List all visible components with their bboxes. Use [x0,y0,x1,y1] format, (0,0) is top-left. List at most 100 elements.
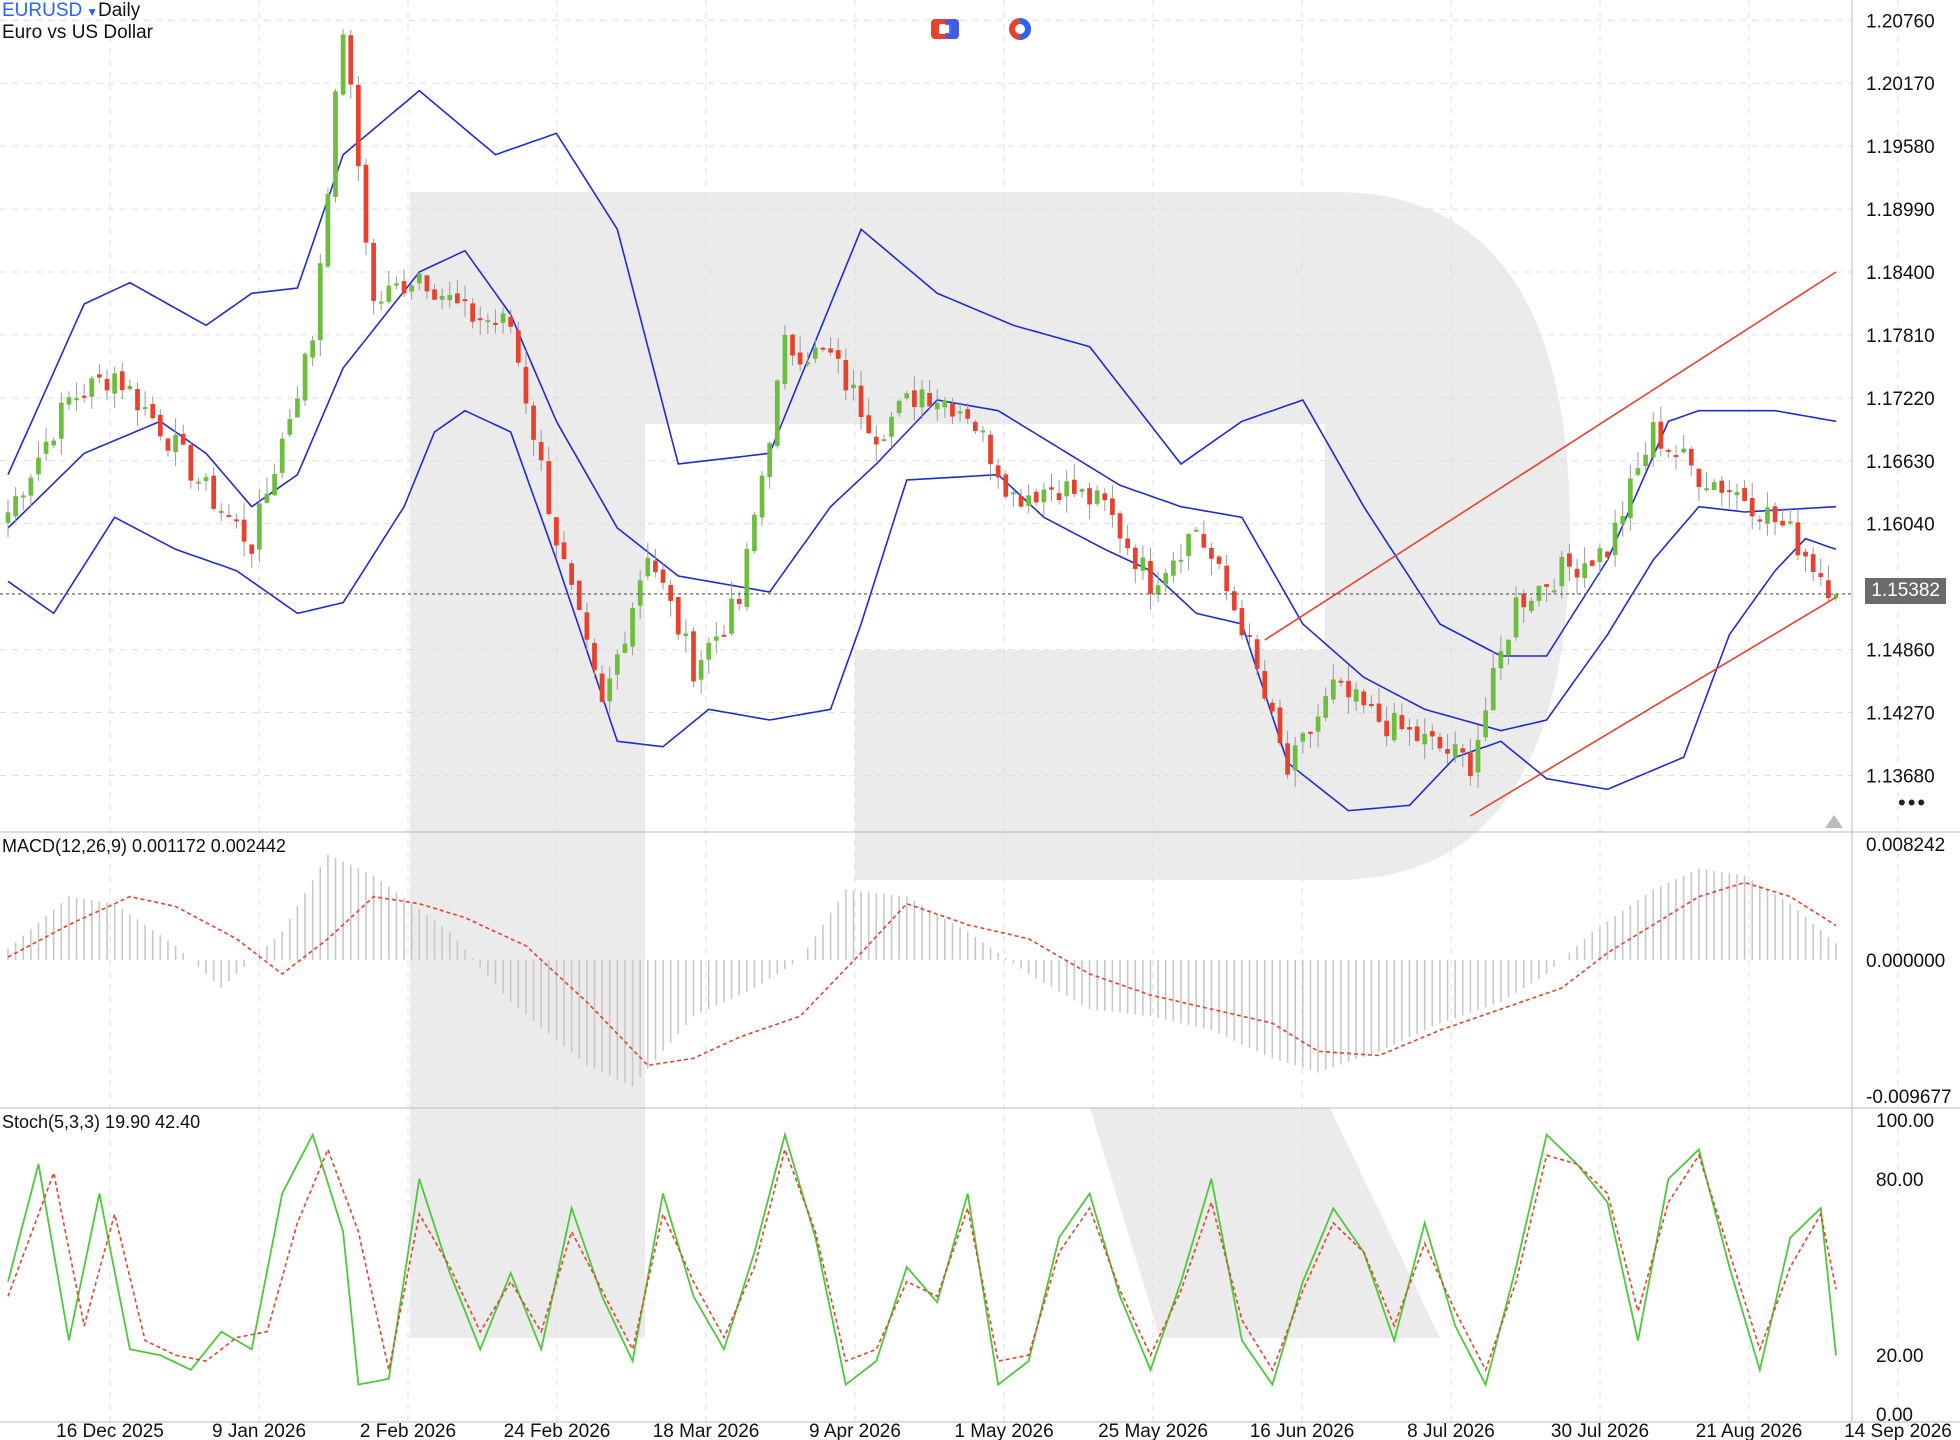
candle [462,285,468,317]
candle-body [1117,513,1123,539]
candle-body [249,544,255,554]
candle-body [493,322,498,325]
candle [912,376,917,421]
candle-body [226,515,232,518]
candle-body [912,390,917,408]
candle-body [645,557,651,577]
more-options-icon[interactable]: ••• [1898,790,1928,815]
trend-channel[interactable] [1264,271,1837,817]
candle-body [180,433,186,445]
candle [1414,719,1420,743]
candle-body [736,598,742,604]
candle-body [1681,448,1687,453]
candle [889,411,894,449]
candle-body [1407,727,1412,730]
candle-body [790,334,795,356]
candle [554,517,559,559]
candle [1094,485,1100,507]
candle-body [1071,479,1077,494]
candle-body [1315,716,1321,732]
candle [1765,492,1770,536]
candle [622,631,628,654]
candle-body [1742,488,1747,502]
candle [805,351,811,367]
candle [1178,543,1184,574]
time-tick-label: 25 May 2026 [1098,1421,1208,1440]
candle [1673,445,1679,470]
price-tick-label: 1.13680 [1866,766,1935,787]
candle [43,428,49,461]
candle [150,396,156,420]
candle [1627,464,1633,531]
candle [1528,597,1534,614]
candle [1506,639,1511,665]
stoch-label: Stoch(5,3,3) 19.90 42.40 [2,1112,201,1132]
candle [264,478,270,504]
candle [767,441,773,489]
time-axis[interactable]: 16 Dec 2025 9 Jan 2026 2 Feb 2026 24 Feb 20… [56,1421,1952,1440]
candle [416,272,422,291]
price-axis[interactable]: 1.20760 1.20170 1.19580 1.18990 1.18400 1.178… [1866,11,1935,787]
symbol-selector[interactable]: EURUSD ▼ [2,0,98,22]
candle [119,362,125,400]
chevron-down-icon: ▼ [86,5,99,19]
candle-body [135,389,140,411]
candle [36,441,41,481]
candle-body [957,411,963,414]
candle [1117,511,1123,554]
candle [1308,730,1313,749]
candle-body [58,402,64,439]
candle-body [1247,634,1252,637]
candle-body [554,517,559,546]
current-price-tag: 1.15382 [1865,578,1946,604]
candle-body [523,366,529,404]
candle [401,269,407,297]
candle [820,346,826,352]
candle-body [1498,651,1504,669]
candle [584,602,590,651]
candle-body [1300,733,1306,742]
candle [203,473,209,492]
candle-body [1772,506,1778,523]
candle [927,380,932,410]
indicator-icon[interactable] [1004,16,1036,42]
candle [523,350,529,415]
candle [5,499,11,538]
candle [995,458,1001,489]
candle [81,383,87,403]
candle [1132,544,1138,584]
timeframe-label[interactable]: Daily [98,0,141,21]
candles[interactable] [5,28,1839,788]
time-tick-label: 16 Dec 2025 [56,1421,164,1440]
candle-body [744,548,750,607]
candle [873,425,879,462]
candle-body [713,636,719,641]
candle-body [424,275,430,292]
candle [668,579,674,617]
candle-body [1163,572,1169,585]
stoch-tick-label: 0.00 [1876,1405,1913,1426]
candle-body [439,295,445,300]
candle-body [683,633,689,637]
candle [942,396,948,418]
candle-body [1559,556,1565,587]
candle-body [66,397,72,405]
candle [896,399,902,417]
chart-type-icon[interactable] [929,16,961,42]
candle-body [508,316,514,327]
candle-body [843,359,849,391]
candle-body [1193,529,1199,532]
candle [1140,545,1146,580]
candle-body [1369,703,1374,706]
candle-body [157,414,163,437]
candle [729,581,734,636]
candle [576,580,582,611]
time-tick-label: 24 Feb 2026 [504,1421,611,1440]
instrument-description: Euro vs US Dollar [2,22,153,43]
candle-body [1285,743,1290,775]
candle [1079,488,1085,498]
candle [1087,482,1092,520]
candle [569,560,574,590]
